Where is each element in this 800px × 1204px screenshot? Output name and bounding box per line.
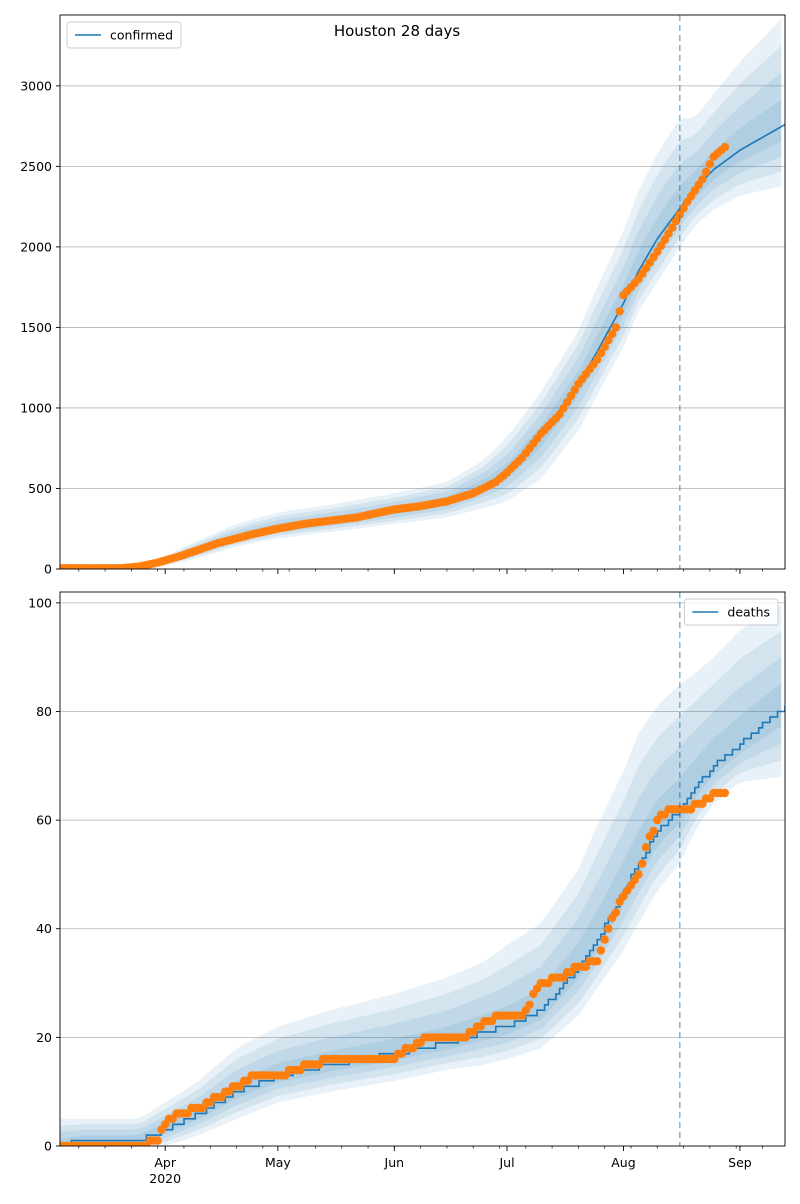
chart-title: Houston 28 days — [334, 22, 461, 40]
confirmed-observed-point-146 — [604, 336, 613, 345]
deaths-model-line — [60, 706, 785, 1146]
deaths-y-tick-label-3: 60 — [36, 813, 52, 828]
confirmed-observed-point-147 — [608, 329, 617, 339]
confirmed-observed-point-149 — [615, 307, 624, 316]
confirmed-observed-point-161 — [660, 235, 669, 244]
deaths-observed-point-145 — [600, 935, 609, 944]
deaths-y-tick-label-1: 20 — [36, 1030, 52, 1045]
deaths-x-tick-label-5: Sep — [728, 1155, 752, 1170]
deaths-legend-label: deaths — [727, 605, 770, 620]
deaths-panel: 0 20 40 60 80 100 Apr May Jun Jul Aug Sep 2020 deaths — [28, 591, 786, 1186]
deaths-x-tick-label-2: Jun — [384, 1155, 405, 1170]
confirmed-y-tick-label-6: 3000 — [20, 78, 52, 93]
confirmed-axes-frame — [59, 14, 786, 570]
confirmed-observed-point-148 — [611, 323, 621, 332]
confirmed-panel: 0 500 1000 1500 2000 2500 3000 confirmed — [20, 14, 786, 577]
deaths-observed-point-125 — [525, 1000, 534, 1009]
deaths-observed-point-154 — [634, 870, 643, 879]
deaths-x-tick-label-0: Apr — [154, 1155, 176, 1170]
confirmed-observed-point-164 — [671, 216, 681, 226]
deaths-legend-box — [683, 598, 779, 626]
confirmed-y-tick-label-1: 500 — [28, 481, 52, 496]
deaths-x-tick-label-4: Aug — [611, 1155, 635, 1170]
deaths-confidence-band-3 — [60, 683, 782, 1146]
deaths-axes-frame — [59, 591, 786, 1147]
confirmed-observed-point-177 — [720, 142, 730, 152]
deaths-y-tick-label-0: 0 — [44, 1139, 52, 1154]
confirmed-y-tick-label-2: 1000 — [20, 400, 52, 415]
confirmed-observed-point-172 — [701, 167, 711, 176]
confirmed-legend-label: confirmed — [110, 28, 173, 43]
deaths-x-year-label: 2020 — [149, 1171, 181, 1186]
confirmed-y-tick-label-0: 0 — [44, 562, 52, 577]
deaths-observed-point-156 — [641, 843, 651, 852]
confirmed-observed-point-133 — [555, 410, 564, 419]
deaths-x-tick-label-3: Jul — [498, 1155, 514, 1170]
confirmed-observed-point-173 — [705, 160, 715, 169]
deaths-observed-point-148 — [611, 908, 621, 917]
confirmed-observed-point-166 — [679, 204, 688, 213]
confirmed-observed-point-145 — [600, 342, 609, 351]
confirmed-y-tick-label-3: 1500 — [20, 320, 52, 335]
deaths-observed-point-143 — [593, 957, 602, 966]
confirmed-legend-box — [66, 21, 182, 49]
confirmed-observed-point-165 — [675, 210, 684, 219]
deaths-y-tick-label-2: 40 — [36, 921, 52, 936]
confirmed-observed-point-137 — [570, 385, 579, 395]
confirmed-confidence-band-0 — [60, 18, 782, 569]
deaths-observed-point-177 — [720, 788, 730, 798]
deaths-y-tick-label-5: 100 — [28, 595, 52, 610]
confirmed-observed-point-160 — [656, 241, 666, 250]
confirmed-observed-point-163 — [668, 223, 677, 232]
deaths-observed-point-144 — [596, 946, 606, 955]
deaths-observed-point-146 — [604, 924, 613, 933]
deaths-observed-point-26 — [153, 1136, 162, 1145]
deaths-plot-area — [60, 605, 785, 1146]
deaths-y-tick-label-4: 80 — [36, 704, 52, 719]
confirmed-observed-point-159 — [653, 247, 662, 256]
confirmed-observed-point-143 — [593, 355, 602, 364]
confirmed-y-tick-label-5: 2500 — [20, 159, 52, 174]
confirmed-observed-point-171 — [698, 175, 707, 184]
confirmed-observed-point-134 — [559, 404, 568, 413]
confirmed-observed-point-136 — [566, 391, 576, 401]
confirmed-plot-area — [60, 18, 785, 569]
confirmed-observed-point-162 — [664, 229, 673, 238]
confirmed-observed-point-144 — [596, 349, 606, 358]
deaths-x-tick-label-1: May — [265, 1155, 291, 1170]
deaths-observed-point-155 — [638, 859, 647, 868]
confirmed-observed-point-135 — [562, 398, 572, 407]
confirmed-y-tick-label-4: 2000 — [20, 239, 52, 254]
deaths-observed-point-158 — [649, 826, 658, 836]
